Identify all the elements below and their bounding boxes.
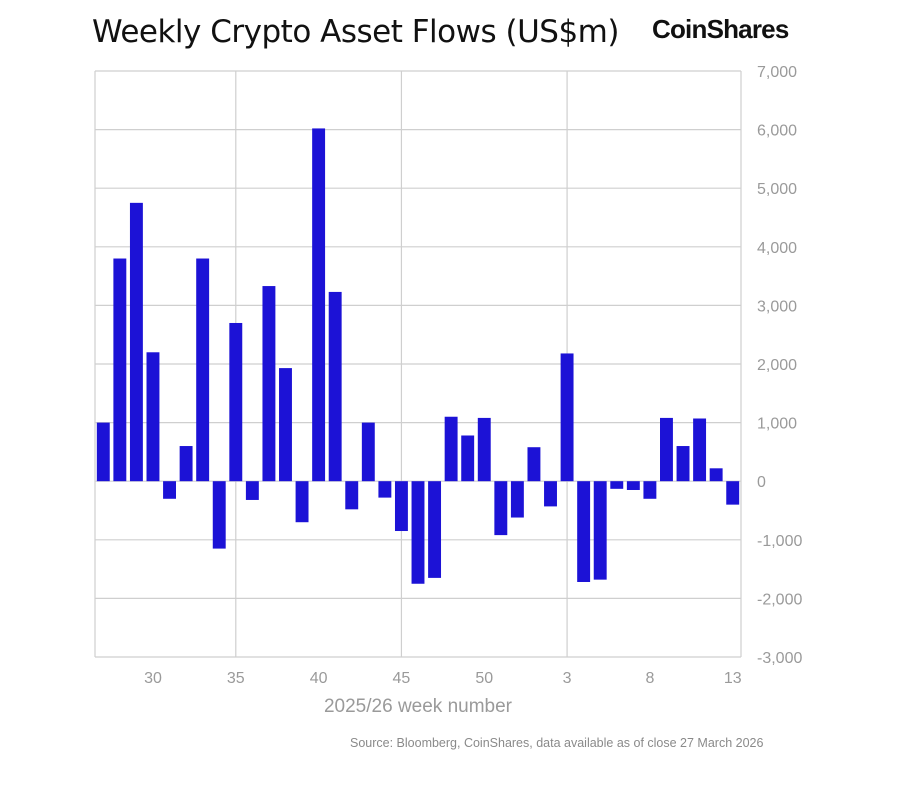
bar-layer [96,128,740,584]
bar-week-50 [477,417,491,482]
y-tick-label: 1,000 [757,416,797,433]
brand-logo: CoinShares [652,14,789,44]
bar-week-12 [709,468,723,482]
bar-week-52 [510,481,524,518]
x-tick-label: 13 [724,670,742,687]
x-tick-label: 30 [144,670,162,687]
y-tick-label: 2,000 [757,357,797,374]
y-tick-label: 0 [757,474,766,491]
bar-week-3 [560,353,574,482]
x-tick-label: 35 [227,670,245,687]
bar-week-42 [345,481,359,510]
bar-week-35 [229,322,243,482]
bar-week-28 [113,258,127,482]
y-tick-label: -1,000 [757,533,802,550]
x-tick-label: 3 [563,670,572,687]
bar-week-37 [262,286,276,482]
bar-week-5 [593,481,607,580]
bar-week-13 [726,481,740,505]
bar-week-41 [328,291,342,482]
bar-week-38 [279,368,292,482]
chart-title: Weekly Crypto Asset Flows (US$m) [92,14,619,50]
bar-week-48 [444,416,458,482]
bar-week-39 [295,481,309,523]
y-tick-label: 6,000 [757,123,797,140]
bar-week-51 [494,481,508,536]
bar-week-45 [394,481,408,532]
x-tick-label: 8 [645,670,654,687]
bar-week-4 [577,481,591,582]
bar-week-32 [179,446,193,482]
y-tick-label: -3,000 [757,650,802,667]
y-tick-label: 7,000 [757,64,797,81]
bar-week-10 [676,446,690,482]
bar-week-33 [196,258,210,482]
bar-week-46 [411,481,425,584]
x-tick-label: 45 [393,670,411,687]
y-tick-label: 3,000 [757,298,797,315]
bar-week-11 [693,418,707,482]
bar-week-9 [660,417,673,482]
bar-week-34 [212,481,226,549]
bar-week-27 [96,422,110,482]
bar-week-47 [428,481,442,578]
bar-week-44 [378,481,392,498]
bar-week-30 [146,352,160,482]
bar-week-1 [527,447,541,482]
bar-week-36 [245,481,259,500]
x-tick-label: 40 [310,670,328,687]
x-axis-title: 2025/26 week number [324,696,513,717]
y-tick-label: 5,000 [757,181,797,198]
bar-week-40 [312,128,326,482]
axis-layer: 7,000 6,000 5,000 4,000 3,000 2,000 1,000 0 -1,0… [144,64,802,717]
bar-week-2 [544,481,557,507]
bar-week-43 [361,422,375,482]
bar-week-31 [163,481,176,499]
bar-week-49 [461,435,475,482]
bar-week-8 [643,481,657,499]
x-tick-label: 50 [475,670,493,687]
bar-week-6 [610,481,624,489]
bar-week-29 [129,202,143,482]
source-note: Source: Bloomberg, CoinShares, data avai… [350,736,764,750]
y-tick-label: -2,000 [757,591,802,608]
bar-week-7 [626,481,640,490]
y-tick-label: 4,000 [757,240,797,257]
